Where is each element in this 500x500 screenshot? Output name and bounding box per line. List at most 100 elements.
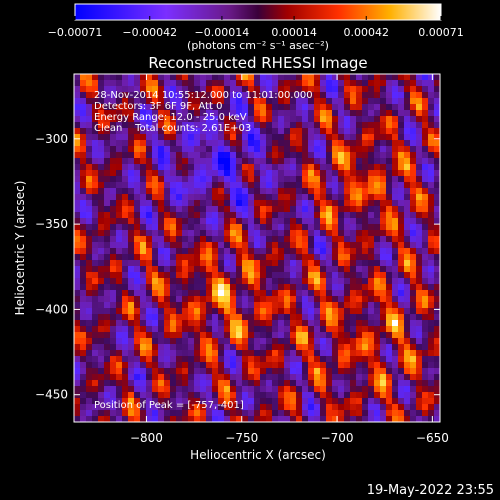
heatmap-cell	[398, 326, 405, 333]
heatmap-cell	[338, 386, 345, 393]
heatmap-cell	[386, 134, 393, 141]
heatmap-cell	[116, 356, 123, 363]
heatmap-cell	[116, 404, 123, 411]
heatmap-cell	[302, 98, 309, 105]
heatmap-cell	[128, 200, 135, 207]
heatmap-cell	[248, 170, 255, 177]
heatmap-cell	[302, 410, 309, 417]
heatmap-cell	[374, 416, 381, 422]
heatmap-cell	[326, 254, 333, 261]
heatmap-cell	[356, 134, 363, 141]
heatmap-cell	[392, 116, 399, 123]
heatmap-cell	[128, 176, 135, 183]
heatmap-cell	[374, 350, 381, 357]
heatmap-cell	[404, 182, 411, 189]
heatmap-cell	[356, 398, 363, 405]
heatmap-cell	[212, 380, 219, 387]
heatmap-cell	[284, 122, 291, 129]
heatmap-cell	[374, 332, 381, 339]
heatmap-cell	[140, 302, 147, 309]
heatmap-cell	[338, 392, 345, 399]
heatmap-cell	[344, 308, 351, 315]
heatmap-cell	[356, 188, 363, 195]
heatmap-cell	[128, 206, 135, 213]
heatmap-cell	[284, 386, 291, 393]
heatmap-cell	[410, 224, 417, 231]
heatmap-cell	[74, 140, 81, 147]
heatmap-cell	[140, 344, 147, 351]
heatmap-cell	[152, 242, 159, 249]
heatmap-cell	[86, 116, 93, 123]
heatmap-cell	[392, 92, 399, 99]
heatmap-cell	[272, 92, 279, 99]
heatmap-cell	[110, 290, 117, 297]
heatmap-cell	[260, 320, 267, 327]
heatmap-cell	[296, 284, 303, 291]
heatmap-cell	[146, 326, 153, 333]
heatmap-cell	[338, 176, 345, 183]
heatmap-cell	[416, 134, 423, 141]
heatmap-cell	[308, 86, 315, 93]
heatmap-cell	[92, 146, 99, 153]
heatmap-cell	[188, 128, 195, 135]
heatmap-cell	[206, 176, 213, 183]
heatmap-cell	[356, 158, 363, 165]
heatmap-cell	[86, 122, 93, 129]
heatmap-cell	[380, 218, 387, 225]
heatmap-cell	[296, 116, 303, 123]
heatmap-cell	[266, 248, 273, 255]
heatmap-cell	[422, 284, 429, 291]
heatmap-cell	[386, 218, 393, 225]
heatmap-cell	[398, 212, 405, 219]
heatmap-cell	[176, 356, 183, 363]
heatmap-cell	[266, 278, 273, 285]
heatmap-cell	[146, 368, 153, 375]
heatmap-cell	[104, 386, 111, 393]
heatmap-cell	[134, 314, 141, 321]
heatmap-cell	[86, 284, 93, 291]
heatmap-cell	[338, 296, 345, 303]
heatmap-cell	[356, 392, 363, 399]
heatmap-cell	[218, 122, 225, 129]
heatmap-cell	[236, 170, 243, 177]
heatmap-cell	[338, 398, 345, 405]
heatmap-cell	[182, 74, 189, 81]
heatmap-cell	[284, 278, 291, 285]
heatmap-cell	[140, 392, 147, 399]
heatmap-cell	[260, 260, 267, 267]
heatmap-cell	[218, 182, 225, 189]
heatmap-cell	[350, 152, 357, 159]
heatmap-cell	[134, 386, 141, 393]
heatmap-cell	[356, 296, 363, 303]
heatmap-cell	[254, 104, 261, 111]
heatmap-cell	[164, 74, 171, 81]
heatmap-cell	[80, 182, 87, 189]
heatmap-cell	[176, 278, 183, 285]
heatmap-cell	[86, 86, 93, 93]
heatmap-cell	[392, 254, 399, 261]
heatmap-cell	[332, 398, 339, 405]
heatmap-cell	[290, 302, 297, 309]
heatmap-cell	[176, 368, 183, 375]
heatmap-cell	[206, 152, 213, 159]
heatmap-cell	[182, 302, 189, 309]
heatmap-cell	[398, 164, 405, 171]
heatmap-cell	[212, 392, 219, 399]
heatmap-cell	[296, 140, 303, 147]
heatmap-cell	[140, 80, 147, 87]
heatmap-cell	[422, 338, 429, 345]
heatmap-cell	[272, 224, 279, 231]
heatmap-cell	[242, 176, 249, 183]
y-axis-label: Heliocentric Y (arcsec)	[13, 181, 27, 316]
heatmap-cell	[230, 404, 237, 411]
heatmap-cell	[260, 98, 267, 105]
heatmap-cell	[194, 200, 201, 207]
heatmap-cell	[146, 308, 153, 315]
heatmap-cell	[350, 338, 357, 345]
heatmap-cell	[410, 218, 417, 225]
heatmap-cell	[224, 200, 231, 207]
heatmap-cell	[380, 350, 387, 357]
heatmap-cell	[236, 182, 243, 189]
heatmap-cell	[236, 236, 243, 243]
heatmap-cell	[278, 308, 285, 315]
